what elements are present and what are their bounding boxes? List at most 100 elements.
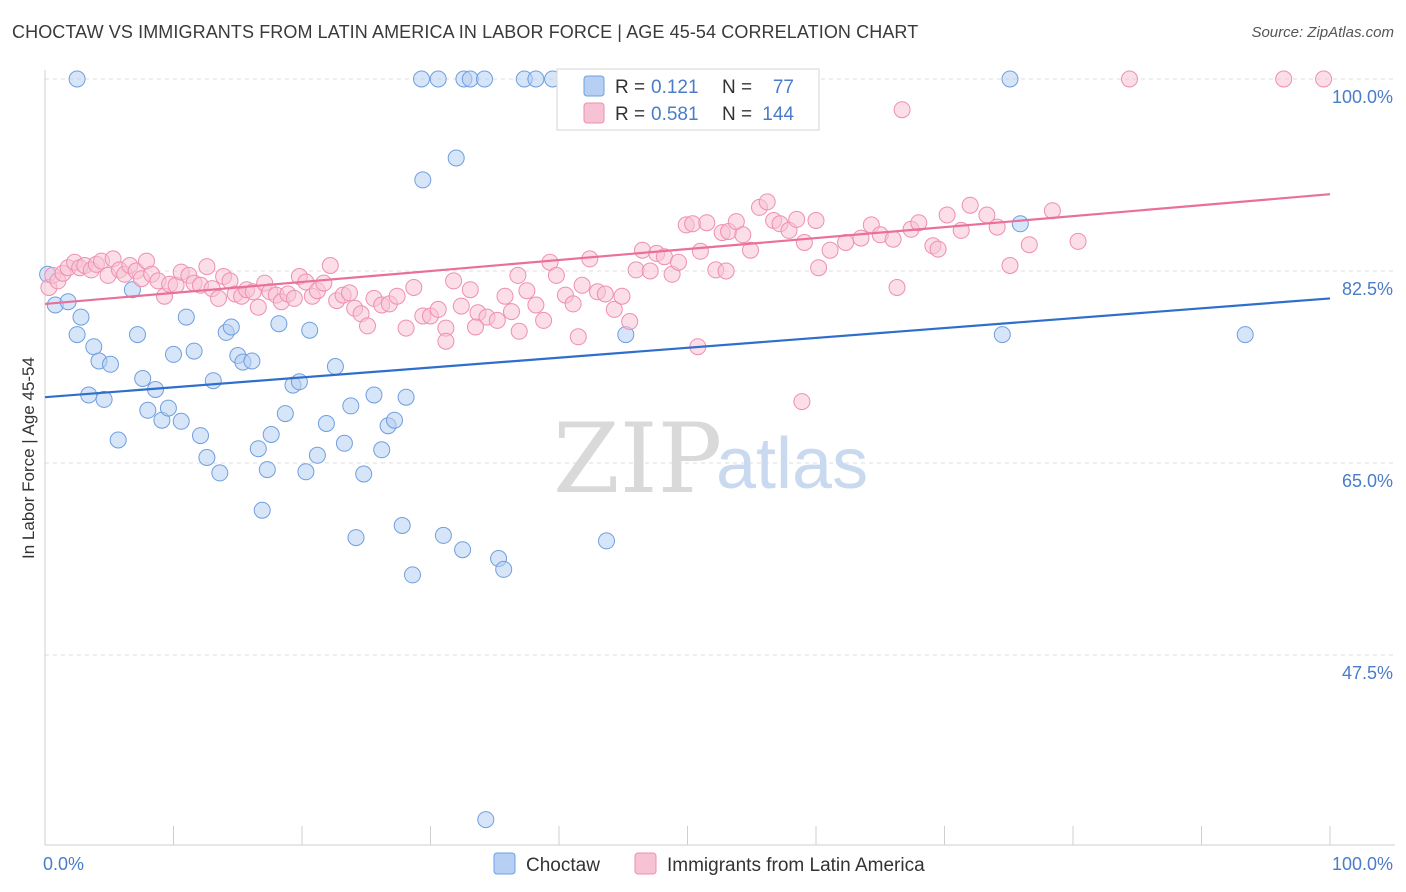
latin-america-trend-line [44, 193, 1331, 306]
y-tick-label: 47.5% [1342, 663, 1393, 683]
legend-label: Choctaw [526, 855, 600, 876]
choctaw-point [1236, 326, 1254, 344]
choctaw-point [198, 449, 216, 466]
latin-america-point [547, 266, 565, 284]
latin-america-point [742, 241, 759, 259]
latin-america-point [884, 230, 902, 248]
choctaw-point [109, 431, 127, 449]
choctaw-point [192, 427, 209, 445]
choctaw-point [185, 342, 203, 360]
latin-america-point [717, 262, 735, 280]
latin-america-point [405, 279, 423, 296]
latin-america-point [929, 240, 947, 258]
stats-legend: R = 0.121 N = 77 R = 0.581 N = 144 [556, 68, 820, 131]
latin-america-point [388, 287, 406, 305]
watermark-atlas: atlas [716, 424, 868, 504]
latin-america-point [821, 241, 839, 259]
latin-america-point [445, 272, 463, 290]
choctaw-point [495, 560, 513, 578]
latin-america-point [467, 318, 484, 336]
latin-america-point [788, 210, 806, 228]
latin-america-point [605, 300, 623, 318]
latin-america-point [641, 262, 659, 280]
choctaw-point [317, 415, 335, 432]
x-tick-label: 0.0% [43, 854, 84, 874]
choctaw-point [297, 463, 315, 481]
latin-america-point [596, 285, 614, 303]
latin-america-point [210, 289, 227, 307]
latin-america-point [285, 289, 303, 307]
latin-america-point [691, 242, 709, 260]
y-tick-labels: 100.0% 82.5% 65.0% 47.5% [1332, 87, 1393, 683]
latin-america-point [621, 313, 639, 330]
latin-america-point [670, 253, 687, 271]
stats-r-value: 0.121 [651, 77, 699, 98]
y-tick-label: 100.0% [1332, 87, 1393, 107]
x-tick-label: 100.0% [1332, 854, 1393, 874]
latin-america-point [910, 214, 928, 232]
latin-america-point [503, 303, 520, 321]
latin-america-point [698, 214, 716, 232]
latin-america-point [527, 296, 545, 314]
latin-america-point [569, 328, 587, 346]
latin-america-point [488, 311, 506, 329]
x-tick-labels: 0.0% 100.0% [43, 854, 1393, 874]
choctaw-point [347, 529, 365, 547]
choctaw-trend-line [44, 297, 1331, 399]
data-points [39, 70, 1333, 829]
choctaw-point [342, 397, 360, 415]
stats-r-label: R = [615, 77, 645, 98]
choctaw-point [258, 461, 276, 479]
latin-america-point [518, 282, 536, 300]
latin-america-point [684, 215, 702, 233]
y-tick-label: 65.0% [1342, 471, 1393, 491]
legend-swatch [493, 852, 516, 875]
choctaw-point [476, 70, 493, 88]
choctaw-point [454, 541, 472, 559]
choctaw-point [326, 358, 344, 375]
choctaw-point [1011, 215, 1029, 233]
stats-swatch [583, 75, 605, 97]
choctaw-point [95, 390, 113, 408]
choctaw-point [243, 352, 261, 370]
choctaw-point [301, 321, 319, 339]
latin-america-point [249, 298, 267, 316]
latin-america-point [359, 317, 376, 335]
choctaw-point [177, 308, 195, 326]
choctaw-point [222, 318, 240, 336]
choctaw-point [365, 386, 383, 404]
choctaw-point [461, 70, 479, 88]
latin-america-point [961, 196, 979, 214]
choctaw-point [139, 401, 157, 419]
choctaw-point [134, 370, 152, 387]
latin-america-point [888, 279, 906, 296]
legend-label: Immigrants from Latin America [667, 855, 925, 876]
latin-america-point [198, 258, 216, 276]
stats-swatch [583, 102, 605, 124]
latin-america-point [758, 193, 776, 211]
choctaw-point [270, 315, 288, 333]
choctaw-point [477, 811, 495, 829]
choctaw-point [993, 326, 1011, 344]
choctaw-point [393, 517, 411, 534]
latin-america-point [321, 257, 339, 274]
stats-n-label: N = [722, 104, 752, 125]
choctaw-point [204, 372, 222, 390]
choctaw-point [102, 355, 119, 373]
source-credit: Source: ZipAtlas.com [1251, 24, 1394, 41]
choctaw-point [335, 434, 353, 452]
choctaw-point [447, 149, 465, 167]
series-legend: Choctaw Immigrants from Latin America [493, 852, 925, 876]
legend-swatch [634, 852, 657, 875]
latin-america-point [1020, 236, 1038, 254]
choctaw-point [598, 532, 615, 550]
watermark-zip: ZIP [553, 403, 722, 515]
latin-america-point [315, 274, 333, 292]
latin-america-point [938, 206, 956, 224]
choctaw-point [397, 388, 415, 406]
choctaw-point [429, 70, 447, 88]
choctaw-point [1001, 70, 1019, 88]
latin-america-point [429, 300, 447, 318]
latin-america-point [1315, 70, 1333, 88]
